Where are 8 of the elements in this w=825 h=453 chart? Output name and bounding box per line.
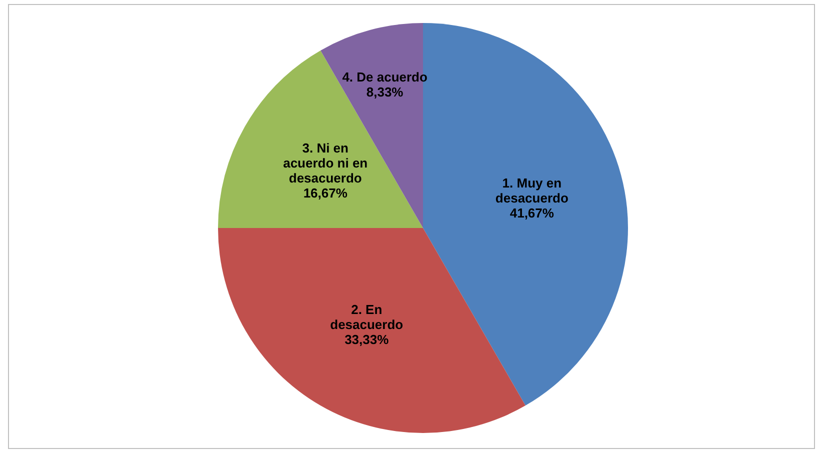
data-label: 41,67%: [510, 205, 554, 220]
data-label: 33,33%: [344, 332, 390, 348]
slice-label: 3. Ni en acuerdo ni en desacuerdo: [283, 140, 368, 186]
slice-label: 1. Muy en desacuerdo: [495, 175, 568, 206]
data-label: 16,67%: [303, 186, 348, 201]
slice-label: 4. De acuerdo: [342, 70, 428, 85]
data-label: 8,33%: [366, 84, 404, 100]
slice-label: 2. En desacuerdo: [330, 302, 404, 332]
